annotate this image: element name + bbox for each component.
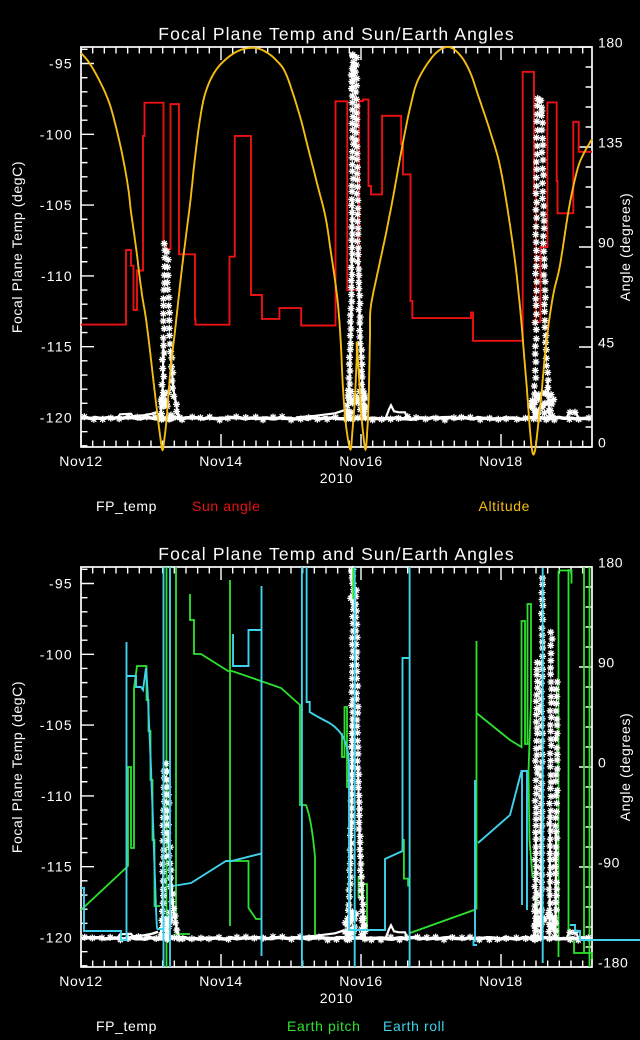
svg-text:-120: -120 <box>40 929 73 945</box>
svg-text:90: 90 <box>598 235 615 251</box>
svg-text:45: 45 <box>598 335 615 351</box>
svg-text:Angle (degrees): Angle (degrees) <box>617 713 633 822</box>
svg-text:2010: 2010 <box>320 470 354 486</box>
svg-text:Earth roll: Earth roll <box>383 1018 445 1034</box>
svg-text:180: 180 <box>598 35 623 51</box>
svg-text:Nov16: Nov16 <box>339 973 382 989</box>
svg-text:0: 0 <box>598 435 606 451</box>
svg-text:Focal Plane Temp and Sun/Earth: Focal Plane Temp and Sun/Earth Angles <box>158 544 514 564</box>
svg-text:-95: -95 <box>49 575 73 591</box>
svg-text:-105: -105 <box>40 197 73 213</box>
svg-text:2010: 2010 <box>320 990 354 1006</box>
svg-text:FP_temp: FP_temp <box>96 498 157 514</box>
svg-text:-180: -180 <box>598 955 628 971</box>
svg-text:-115: -115 <box>41 859 73 875</box>
svg-text:-100: -100 <box>40 126 73 142</box>
svg-text:Focal Plane Temp (degC): Focal Plane Temp (degC) <box>9 681 25 853</box>
svg-text:-100: -100 <box>40 646 73 662</box>
svg-text:Altitude: Altitude <box>478 498 530 514</box>
svg-text:0: 0 <box>598 755 606 771</box>
svg-text:-120: -120 <box>40 409 73 425</box>
svg-text:Earth pitch: Earth pitch <box>287 1018 361 1034</box>
svg-text:Sun angle: Sun angle <box>192 498 260 514</box>
svg-text:Nov16: Nov16 <box>339 453 382 469</box>
svg-text:FP_temp: FP_temp <box>96 1018 157 1034</box>
svg-text:Nov12: Nov12 <box>59 973 102 989</box>
svg-text:90: 90 <box>598 655 615 671</box>
svg-text:Angle (degrees): Angle (degrees) <box>617 193 633 302</box>
svg-text:135: 135 <box>598 135 623 151</box>
svg-text:Nov12: Nov12 <box>59 453 102 469</box>
svg-text:Nov14: Nov14 <box>199 453 242 469</box>
svg-text:Nov14: Nov14 <box>199 973 242 989</box>
svg-text:Focal Plane Temp and Sun/Earth: Focal Plane Temp and Sun/Earth Angles <box>158 24 514 44</box>
svg-text:-115: -115 <box>41 339 73 355</box>
svg-text:Nov18: Nov18 <box>479 973 522 989</box>
svg-text:Focal Plane Temp (degC): Focal Plane Temp (degC) <box>9 161 25 333</box>
svg-text:-95: -95 <box>49 55 73 71</box>
svg-text:180: 180 <box>598 555 623 571</box>
svg-text:-105: -105 <box>40 717 73 733</box>
svg-text:Nov18: Nov18 <box>479 453 522 469</box>
svg-text:-110: -110 <box>41 788 73 804</box>
svg-text:-110: -110 <box>41 268 73 284</box>
svg-text:-90: -90 <box>598 855 620 871</box>
